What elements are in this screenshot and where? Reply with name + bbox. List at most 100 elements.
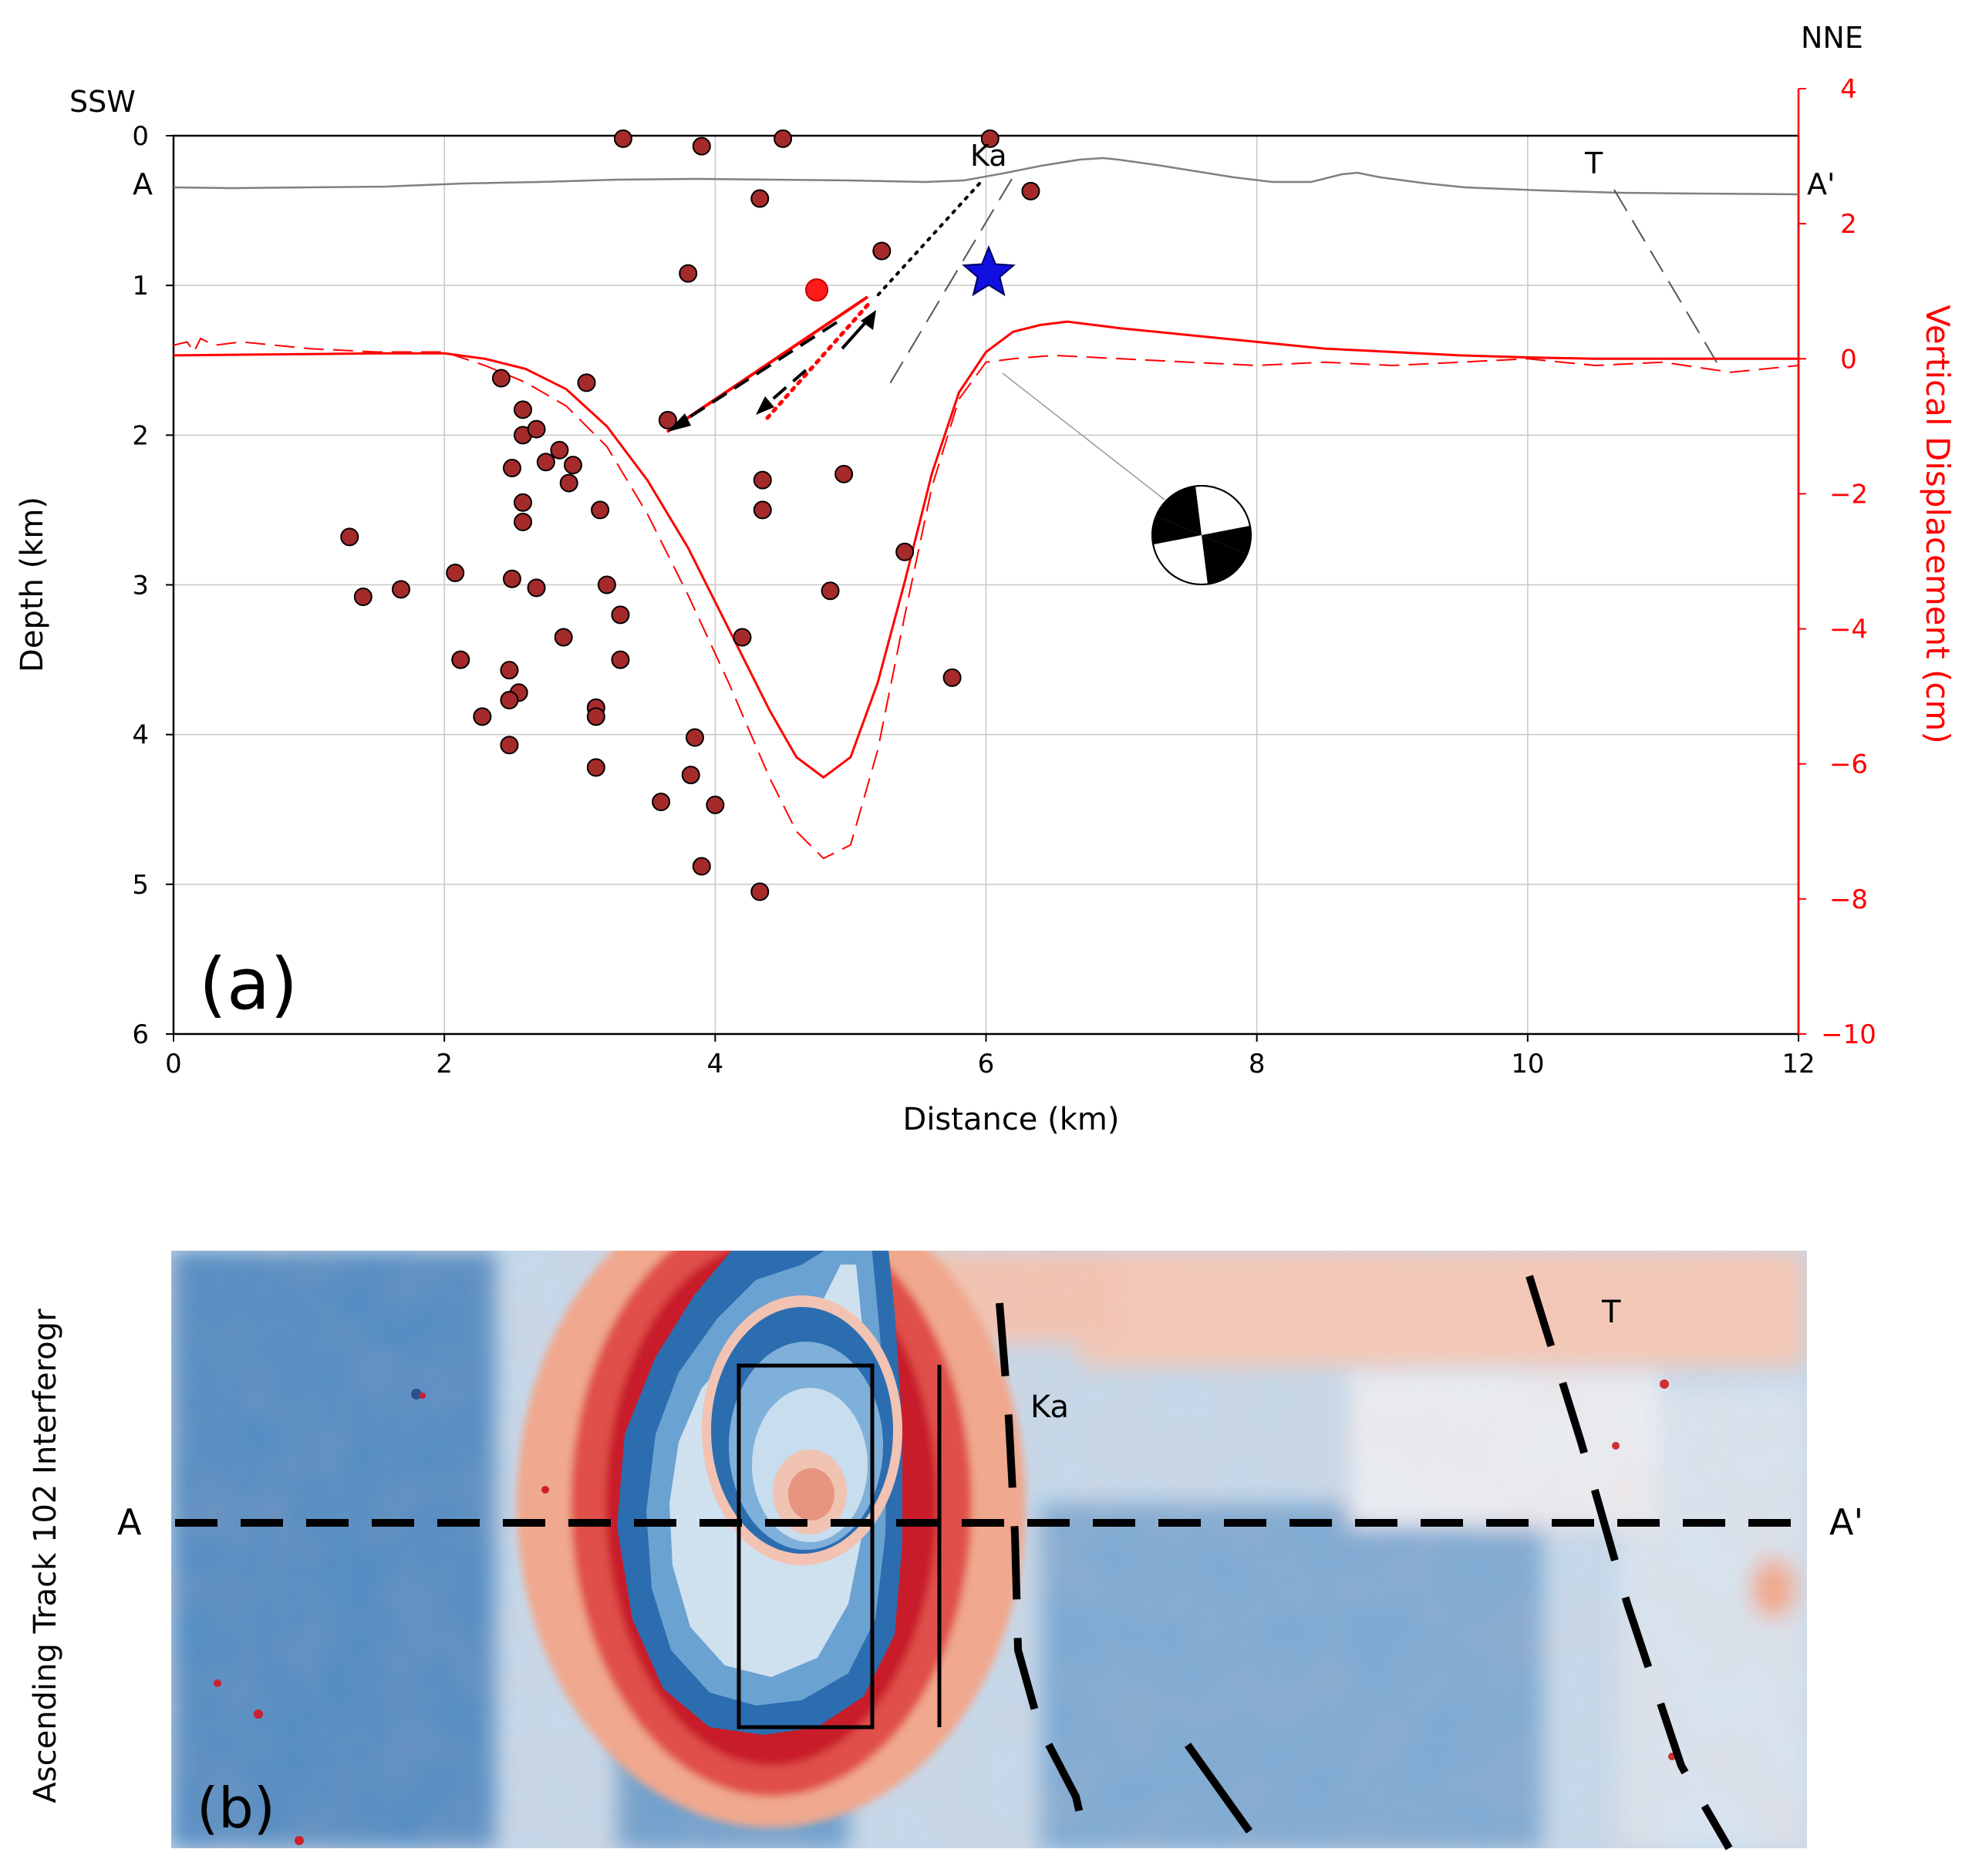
earthquake-point xyxy=(980,129,1000,148)
earthquake-point xyxy=(550,440,569,460)
mechanism-leader-line xyxy=(1002,372,1165,500)
source-box xyxy=(737,1363,875,1729)
earthquake-point xyxy=(652,793,671,812)
panel-label-a: (a) xyxy=(199,943,298,1026)
earthquake-point xyxy=(514,400,533,419)
interferogram-image xyxy=(171,1251,1807,1848)
earthquake-point xyxy=(942,668,962,687)
fault-label-ka-a: Ka xyxy=(970,139,1007,173)
fault-ka-trace xyxy=(996,1302,1091,1848)
earthquake-point xyxy=(491,369,511,388)
slip-arrow-footwall-up xyxy=(841,318,870,350)
earthquake-point xyxy=(502,569,521,588)
y-tick-label: 3 xyxy=(132,571,149,601)
earthquake-point xyxy=(391,580,410,599)
fault-label-ka-b: Ka xyxy=(1030,1389,1069,1425)
x-tick-label: 10 xyxy=(1511,1049,1544,1079)
fault-t-dashed-line xyxy=(1613,189,1718,363)
x-tick-label: 4 xyxy=(707,1049,724,1079)
earthquake-point xyxy=(563,456,582,475)
y-right-tick-label: −8 xyxy=(1829,884,1868,915)
section-start-label-a: A xyxy=(133,167,153,201)
model-displacement-line xyxy=(174,320,1798,780)
section-start-label-b: A xyxy=(117,1501,142,1543)
earthquake-point xyxy=(692,857,711,876)
y-right-tick-label: −10 xyxy=(1821,1019,1876,1050)
model-fault-dotted-line xyxy=(765,298,874,420)
x-tick-label: 8 xyxy=(1249,1049,1266,1079)
panel-label-b: (b) xyxy=(197,1776,275,1841)
y-tick-label: 1 xyxy=(132,271,149,301)
earthquake-point xyxy=(586,707,605,726)
x-tick-label: 2 xyxy=(436,1049,453,1079)
earthquake-point xyxy=(774,129,793,148)
earthquake-point xyxy=(750,882,770,901)
section-end-label-b: A' xyxy=(1829,1501,1863,1543)
earthquake-point xyxy=(692,136,711,156)
earthquake-point xyxy=(586,758,605,777)
slip-arrowhead-footwall-up xyxy=(861,310,876,330)
earthquake-point xyxy=(750,189,770,208)
earthquake-point xyxy=(1021,181,1040,200)
earthquake-point xyxy=(611,650,630,669)
earthquake-point xyxy=(473,707,492,726)
y-right-axis-title: Vertical Displacement (cm) xyxy=(1919,305,1957,743)
earthquake-point xyxy=(613,129,632,148)
x-tick-label: 6 xyxy=(978,1049,995,1079)
fault-secondary-trace xyxy=(1184,1743,1253,1834)
direction-left-label: SSW xyxy=(69,85,136,119)
earthquake-markers xyxy=(340,129,1040,901)
interferogram-axis-title: Ascending Track 102 Interferogr xyxy=(28,1308,63,1804)
earthquake-point xyxy=(500,691,519,710)
earthquake-point xyxy=(706,795,725,814)
earthquake-point xyxy=(514,493,533,512)
observed-displacement-line xyxy=(174,337,1798,860)
earthquake-point xyxy=(679,264,698,283)
focal-mechanism-beachball xyxy=(1151,485,1252,585)
earthquake-point xyxy=(895,542,915,561)
topography-line xyxy=(174,157,1798,196)
model-source-marker xyxy=(805,278,829,301)
earthquake-point xyxy=(527,578,546,598)
earthquake-point xyxy=(753,470,772,490)
x-tick-label: 12 xyxy=(1782,1049,1815,1079)
direction-right-label: NNE xyxy=(1801,21,1863,55)
earthquake-point xyxy=(753,500,772,520)
earthquake-point xyxy=(554,628,573,647)
earthquake-point xyxy=(577,373,596,392)
earthquake-point xyxy=(591,500,610,520)
y-tick-label: 5 xyxy=(132,870,149,901)
earthquake-point xyxy=(872,241,892,261)
fault-label-t-a: T xyxy=(1584,147,1603,180)
y-tick-label: 4 xyxy=(132,720,149,751)
earthquake-point xyxy=(611,605,630,625)
earthquake-point xyxy=(834,464,854,483)
y-right-tick-label: 2 xyxy=(1840,209,1857,240)
fault-label-t-b: T xyxy=(1601,1295,1621,1330)
y-right-tick-label: 4 xyxy=(1840,74,1857,105)
y-right-tick-label: −2 xyxy=(1829,479,1868,510)
mainshock-star xyxy=(962,244,1016,297)
earthquake-point xyxy=(733,628,752,647)
y-tick-label: 2 xyxy=(132,420,149,451)
y-right-tick-label: −4 xyxy=(1829,615,1868,645)
x-tick-label: 0 xyxy=(165,1049,182,1079)
slip-arrowhead-footwall-down xyxy=(756,396,774,415)
section-end-label-a: A' xyxy=(1807,167,1835,201)
fault-ka-dashed-line xyxy=(886,178,1013,389)
earthquake-point xyxy=(821,581,840,601)
x-axis-title: Distance (km) xyxy=(903,1102,1120,1137)
y-axis-title: Depth (km) xyxy=(15,497,50,672)
earthquake-point xyxy=(340,527,359,547)
fault-t-trace xyxy=(1525,1275,1733,1851)
earthquake-point xyxy=(514,512,533,531)
slip-arrow-footwall-down xyxy=(762,369,807,409)
earthquake-point xyxy=(500,736,519,755)
earthquake-point xyxy=(681,766,700,785)
earthquake-point xyxy=(500,661,519,680)
earthquake-point xyxy=(353,588,373,607)
y-tick-label: 6 xyxy=(132,1019,149,1050)
